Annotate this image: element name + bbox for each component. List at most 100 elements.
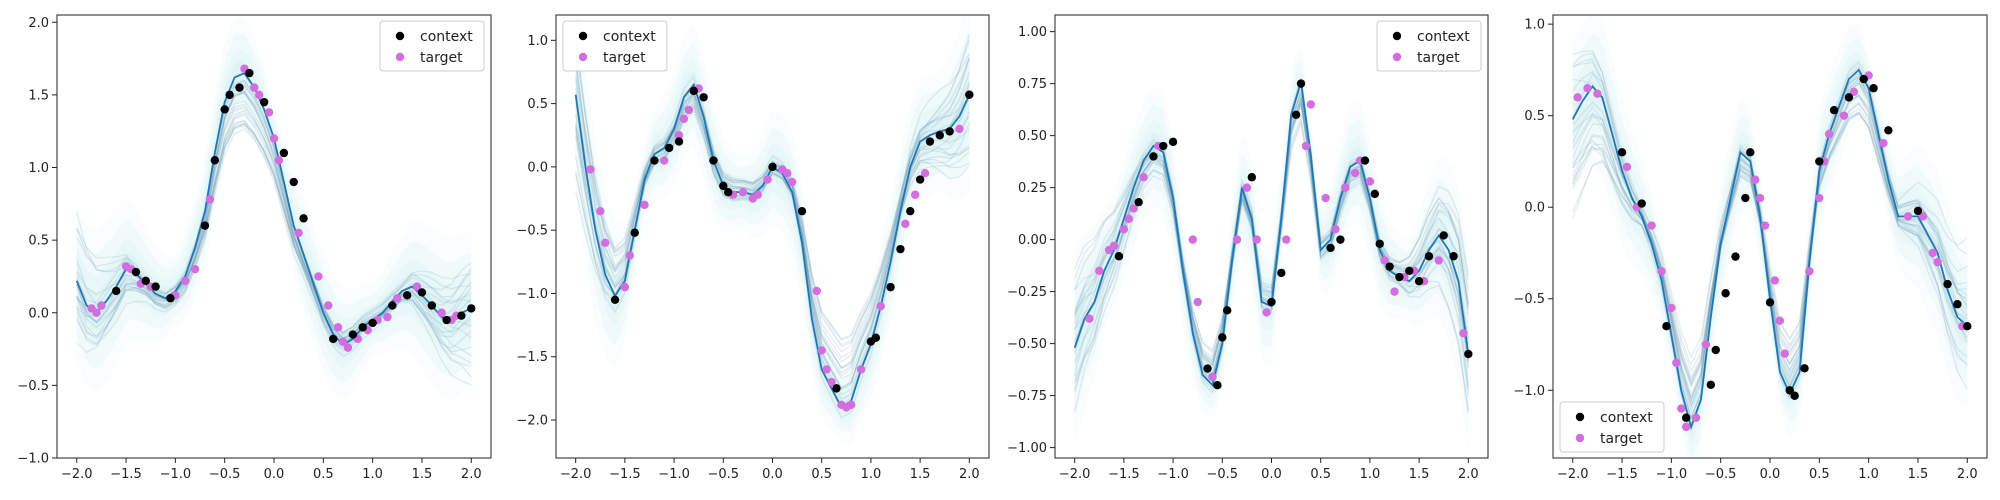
context-point [1223,306,1232,315]
target-point [1701,340,1711,349]
target-point [294,228,303,238]
context-point [1869,84,1878,93]
target-point [1815,193,1824,203]
target-point [601,238,610,248]
x-tick-label: 2.0 [959,467,980,482]
legend-label: context [1600,410,1653,426]
sample-curve [575,37,970,377]
context-point [402,291,412,300]
y-tick-label: 1.0 [28,161,49,176]
context-point [141,276,150,285]
target-point [1775,316,1785,325]
context-point [235,83,244,92]
context-point [650,156,659,165]
context-point [709,156,718,165]
context-point [925,137,935,146]
context-point [610,295,620,304]
target-point [343,343,353,352]
legend-box [1559,401,1665,453]
y-tick-label: −1.0 [516,287,548,302]
context-point [1800,364,1809,373]
uncertainty-band [1074,62,1469,425]
target-point [190,264,200,274]
context-point [719,181,728,191]
uncertainty-band [1074,50,1469,455]
context-point [1829,105,1839,115]
target-point [1622,162,1632,172]
target-point [1306,100,1316,109]
x-tick-label: 2.0 [461,467,482,482]
x-tick-label: −0.5 [708,467,740,482]
target-point [338,337,348,347]
context-point [358,323,367,332]
target-point [1672,358,1681,368]
target-point [264,108,274,117]
target-point [324,301,333,310]
context-point [832,384,841,393]
sample-curve [1074,84,1469,369]
x-tick-label: −1.0 [160,467,192,482]
context-point [1405,266,1414,276]
context-point [210,156,220,165]
x-tick-label: 1.5 [910,467,931,482]
y-tick-label: −0.5 [17,379,49,394]
sample-curve [76,124,472,386]
context-point [906,206,915,216]
legend-context-marker [578,31,588,41]
target-point [763,175,772,184]
legend-target-marker [578,52,588,62]
x-tick-label: 1.0 [1360,467,1381,482]
x-tick-label: −2.0 [1059,467,1091,482]
target-point [1691,413,1701,422]
x-tick-label: −2.0 [560,467,592,482]
x-tick-label: −1.5 [1606,467,1638,482]
target-point [1805,267,1814,276]
target-point [847,400,856,410]
x-tick-label: −1.0 [1157,467,1189,482]
x-tick-label: 0.5 [811,467,832,482]
x-tick-label: 0.5 [1310,467,1331,482]
y-tick-label: −0.5 [516,224,548,239]
y-tick-label: −2.0 [516,414,548,429]
context-point [1464,349,1473,359]
context-point [1149,152,1158,161]
target-point [660,156,669,165]
context-point [1746,148,1755,157]
target-point [1242,183,1252,192]
x-tick-label: 2.0 [1458,467,1479,482]
context-point [166,294,175,303]
context-point [1785,386,1794,395]
y-tick-label: 0.0 [28,306,49,321]
target-point [250,83,259,92]
target-point [901,219,910,229]
target-point [1129,204,1138,213]
target-point [1109,241,1119,251]
target-point [827,377,836,387]
context-point [1375,239,1384,248]
target-point [1849,87,1859,97]
y-tick-label: 0.25 [1018,181,1047,196]
context-point [915,175,925,184]
target-point [620,282,630,292]
target-point [876,301,885,311]
target-point [1119,225,1129,234]
target-point [1667,303,1676,313]
y-tick-label: 1.0 [1524,18,1545,33]
context-point [886,282,895,292]
target-point [787,177,797,187]
legend-label: target [1600,431,1643,447]
context-point [388,301,397,310]
y-tick-label: −1.0 [17,452,49,467]
uncertainty-band [76,49,472,369]
context-point [1370,189,1380,199]
target-point [674,131,684,140]
sample-curve [575,34,970,391]
context-point [1953,300,1962,309]
context-point [245,68,254,78]
legend-label: context [603,29,656,45]
target-point [1331,225,1340,234]
x-tick-label: 0.5 [313,467,334,482]
target-point [1365,177,1375,186]
target-point [1434,256,1443,265]
context-point [299,214,308,223]
